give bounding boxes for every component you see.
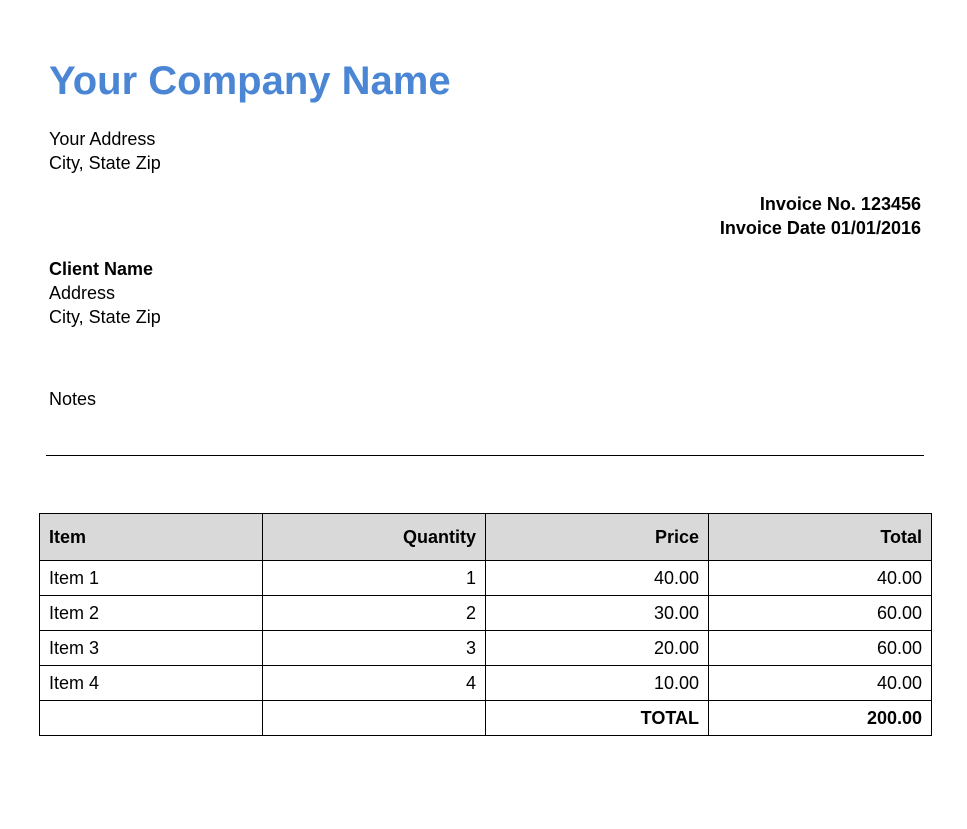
notes-label: Notes [49,389,97,409]
invoice-items-table: Item Quantity Price Total Item 1 1 40.00… [39,513,932,736]
notes-divider [46,455,924,456]
grand-total-value: 200.00 [708,700,932,736]
total-cell: 40.00 [708,560,932,596]
item-cell: Item 1 [39,560,263,596]
total-label: TOTAL [485,700,709,736]
empty-cell [262,700,486,736]
price-cell: 20.00 [485,630,709,666]
quantity-cell: 3 [262,630,486,666]
table-row: Item 4 4 10.00 40.00 [39,665,932,701]
price-cell: 30.00 [485,595,709,631]
quantity-cell: 2 [262,595,486,631]
invoice-number: Invoice No. 123456 [759,194,921,214]
client-address-line-2: City, State Zip [49,307,161,327]
price-cell: 10.00 [485,665,709,701]
company-address-line-1: Your Address [49,129,156,149]
total-cell: 40.00 [708,665,932,701]
column-header-quantity: Quantity [262,513,486,561]
table-row: Item 1 1 40.00 40.00 [39,560,932,596]
column-header-item: Item [39,513,263,561]
price-cell: 40.00 [485,560,709,596]
client-address-line-1: Address [49,283,116,303]
table-row: Item 2 2 30.00 60.00 [39,595,932,631]
item-cell: Item 2 [39,595,263,631]
client-info: Client Name Address City, State Zip [49,257,161,329]
company-address: Your Address City, State Zip [49,127,161,175]
item-cell: Item 3 [39,630,263,666]
column-header-total: Total [708,513,932,561]
total-cell: 60.00 [708,595,932,631]
empty-cell [39,700,263,736]
column-header-price: Price [485,513,709,561]
table-total-row: TOTAL 200.00 [39,700,932,736]
item-cell: Item 4 [39,665,263,701]
invoice-meta: Invoice No. 123456 Invoice Date 01/01/20… [720,192,921,240]
company-name: Your Company Name [49,59,451,103]
total-cell: 60.00 [708,630,932,666]
invoice-date: Invoice Date 01/01/2016 [719,218,921,238]
table-header-row: Item Quantity Price Total [39,513,932,561]
quantity-cell: 4 [262,665,486,701]
client-name: Client Name [49,259,154,279]
quantity-cell: 1 [262,560,486,596]
table-row: Item 3 3 20.00 60.00 [39,630,932,666]
company-address-line-2: City, State Zip [49,153,161,173]
